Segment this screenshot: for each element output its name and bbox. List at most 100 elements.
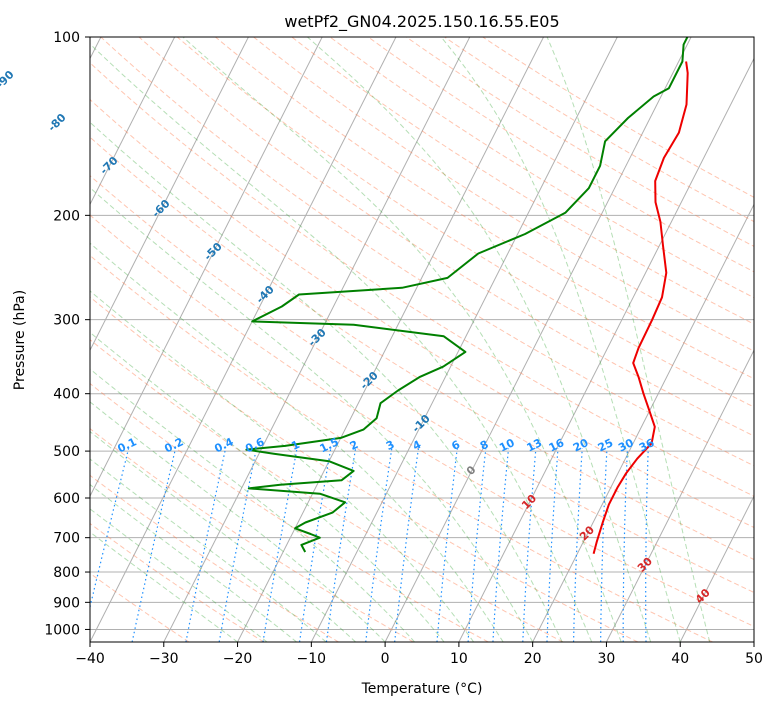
mixing-ratio-line (622, 448, 629, 642)
y-tick-label: 200 (53, 208, 80, 224)
temperature-profile-line (592, 61, 689, 554)
moist-adiabat-line (440, 37, 681, 642)
profile-series (245, 37, 689, 554)
dry-adiabat-line (90, 339, 564, 642)
isotherm-line (679, 495, 754, 642)
x-axis-label: Temperature (°C) (361, 681, 483, 697)
isotherm-label: -80 (45, 111, 68, 134)
isotherm-line (753, 640, 754, 642)
chart-title: wetPf2_GN04.2025.150.16.55.E05 (284, 12, 559, 32)
dewpoint-profile-line (245, 37, 689, 553)
mixing-ratio-label: 0.4 (212, 435, 236, 455)
isotherm-label: -50 (202, 240, 225, 263)
dry-adiabat-line (90, 572, 190, 642)
x-tick-label: −40 (75, 651, 105, 667)
mixing-ratio-label: 25 (596, 436, 615, 454)
mixing-ratio-label: 10 (497, 436, 517, 455)
isotherm-line (605, 349, 754, 642)
mixing-ratio-line (131, 448, 177, 642)
moist-adiabat-line (90, 121, 563, 642)
y-tick-label: 900 (53, 595, 80, 611)
moist-adiabat-line (90, 430, 356, 642)
y-tick-label: 1000 (44, 622, 80, 638)
dry-adiabat-line (290, 37, 754, 325)
isotherm-line (310, 37, 618, 642)
y-tick-label: 600 (53, 491, 80, 507)
y-tick-label: 400 (53, 387, 80, 403)
isotherm-line (237, 37, 545, 642)
isotherm-line (90, 37, 323, 498)
y-axis-label: Pressure (hPa) (12, 290, 28, 390)
mixing-ratio-line (467, 448, 487, 642)
plot-frame (89, 36, 755, 643)
mixing-ratio-line (572, 448, 583, 642)
isotherm-label: -90 (0, 68, 17, 91)
isotherm-label: -20 (358, 369, 381, 392)
dry-adiabat-line (90, 62, 754, 497)
dry-adiabat-line (90, 214, 754, 628)
x-tick-label: 10 (450, 651, 468, 667)
isotherm-label: -60 (149, 197, 172, 220)
isotherm-label: -10 (410, 412, 433, 435)
isotherm-label: -30 (306, 326, 329, 349)
dry-adiabat-line (90, 382, 489, 642)
isotherm-line (458, 57, 754, 642)
x-tick-label: −30 (149, 651, 179, 667)
isotherm-line (532, 203, 754, 642)
mixing-ratio-line (394, 448, 419, 642)
dry-adiabat-line (367, 37, 754, 273)
dry-adiabat-line (443, 37, 754, 223)
x-tick-label: −20 (223, 651, 253, 667)
moist-adiabat-line (90, 43, 593, 642)
x-tick-label: −10 (297, 651, 327, 667)
isotherm-line (90, 37, 249, 352)
isotherm-line (90, 37, 397, 642)
isotherm-line (90, 37, 176, 206)
y-tick-label: 700 (53, 531, 80, 547)
moist-adiabat-line (90, 458, 327, 642)
mixing-ratio-label: 13 (525, 436, 544, 454)
moist-adiabat-line (90, 531, 238, 642)
dry-adiabat-line (90, 136, 754, 561)
mixing-ratio-line (645, 448, 649, 642)
moist-adiabat-line (90, 242, 504, 642)
mixing-ratio-line (90, 448, 130, 610)
x-tick-label: 20 (524, 651, 542, 667)
isotherm-label: 0 (464, 463, 479, 478)
mixing-ratio-line (325, 448, 357, 642)
x-tick-label: 40 (671, 651, 689, 667)
isotherm-label: -40 (254, 283, 277, 306)
moist-adiabat-line (306, 37, 652, 642)
background-lines (90, 37, 754, 642)
moist-adiabat-line (90, 483, 297, 642)
dry-adiabat-line (100, 37, 754, 467)
y-tick-label: 800 (53, 565, 80, 581)
dry-adiabat-line (90, 474, 339, 642)
x-tick-label: 0 (381, 651, 390, 667)
moist-adiabat-line (90, 368, 415, 642)
mixing-ratio-line (365, 448, 393, 642)
isotherm-label: 20 (577, 523, 597, 543)
y-axis-ticks: 100 200 300 400 500 600 700 800 900 1000 (44, 30, 90, 638)
mixing-ratio-labels: 0.1 0.2 0.4 0.6 1 1.5 2 3 4 6 8 10 13 16 20 25 30 36 (115, 435, 656, 455)
y-tick-label: 300 (53, 313, 80, 329)
moist-adiabat-line (90, 508, 268, 642)
mixing-ratio-line (492, 448, 510, 642)
moist-adiabat-line (90, 187, 534, 642)
mixing-ratio-line (436, 448, 458, 642)
x-tick-label: 50 (745, 651, 763, 667)
isotherm-line (384, 37, 692, 642)
y-tick-label: 500 (53, 444, 80, 460)
mixing-ratio-line (522, 448, 537, 642)
mixing-ratio-label: 20 (571, 436, 591, 455)
dry-adiabat-line (90, 175, 754, 594)
y-tick-label: 100 (53, 30, 80, 46)
isotherm-label: 40 (693, 586, 713, 606)
x-tick-label: 30 (598, 651, 616, 667)
isotherm-label: -70 (97, 154, 120, 177)
isotherm-line (163, 37, 471, 642)
mixing-ratio-line (546, 448, 559, 642)
mixing-ratio-label: 16 (547, 436, 567, 455)
dry-adiabat-line (90, 98, 754, 528)
